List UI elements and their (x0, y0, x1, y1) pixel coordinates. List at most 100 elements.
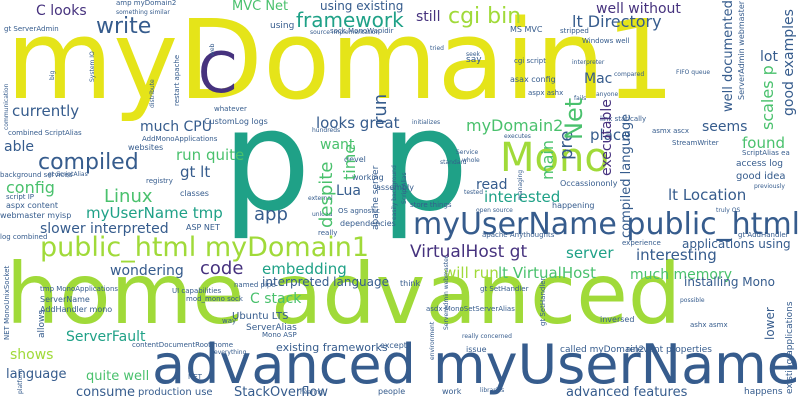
cloud-word: consume (76, 385, 136, 400)
cloud-word: whatever (214, 105, 247, 113)
cloud-word: environment (429, 321, 436, 360)
cloud-word: classes (180, 189, 209, 198)
cloud-word: whole (462, 157, 480, 164)
cloud-word: amp myDomain2 (116, 0, 177, 7)
cloud-word: managing (517, 169, 524, 200)
cloud-word: tried (430, 45, 444, 52)
cloud-word: able (4, 139, 34, 155)
cloud-word: place (590, 126, 631, 144)
cloud-word: Windows well (582, 37, 630, 45)
cloud-word: interpreter (572, 59, 605, 66)
cloud-word: gt AddHandler (738, 231, 789, 239)
cloud-word: interested (484, 188, 561, 206)
cloud-word: hundreds (312, 127, 341, 134)
cloud-word: p (222, 80, 311, 243)
cloud-word: websites (128, 143, 164, 152)
cloud-word: link statically (600, 115, 647, 123)
cloud-word: truly OS (716, 207, 741, 214)
cloud-word: really (318, 229, 338, 237)
cloud-word: store things (410, 201, 452, 209)
cloud-word: home advanced (6, 245, 682, 343)
cloud-word: allows (37, 309, 47, 338)
cloud-word: script IP (6, 193, 35, 201)
cloud-word: anyone (596, 91, 619, 98)
cloud-word: something similar (116, 9, 170, 16)
cloud-word: advanced myUserName (152, 333, 800, 396)
cloud-word: access log (736, 159, 783, 169)
cloud-word: asax config (510, 75, 556, 84)
cloud-word: applications using (682, 237, 791, 251)
cloud-word: initializes (412, 119, 441, 126)
cloud-word: main (538, 140, 557, 180)
cloud-word: still (416, 9, 441, 25)
cloud-word: previously (754, 183, 785, 190)
cloud-word: Lua (336, 183, 362, 199)
cloud-word: asmx ascx (652, 127, 690, 135)
cloud-word: Mono ASP (262, 331, 297, 339)
cloud-word: Ubuntu LTS (232, 311, 289, 322)
cloud-word: ServerAlias (246, 323, 297, 333)
cloud-word: embedding (262, 260, 347, 278)
cloud-word: myDomain1 (6, 0, 676, 124)
cloud-word: except (380, 341, 407, 350)
cloud-word: registry (146, 177, 173, 185)
cloud-word: sock MonoWapidir (330, 27, 394, 35)
cloud-word: inversed (600, 315, 635, 324)
cloud-word: C (198, 41, 238, 106)
cloud-word: StreamWriter (672, 139, 719, 147)
cloud-word: shows (10, 347, 54, 363)
cloud-word: NET (188, 373, 202, 381)
cloud-word: asdx MonoSetServerAlias (426, 305, 515, 313)
cloud-word: devel (344, 155, 366, 164)
cloud-word: seek (466, 51, 480, 58)
cloud-word: issue (466, 345, 487, 354)
cloud-word: external (308, 195, 333, 202)
cloud-word: existing frameworks (276, 341, 388, 354)
cloud-word: lot (760, 49, 778, 65)
cloud-word: apache Anythoughts (482, 231, 555, 239)
cloud-word: Mac (584, 71, 613, 87)
cloud-word: p (380, 80, 469, 243)
cloud-word: StackOverflow (234, 385, 329, 400)
cloud-word: much memory (630, 267, 733, 283)
cloud-word: working (352, 173, 384, 182)
cloud-word: scales p (758, 65, 777, 130)
cloud-word: executable (599, 99, 615, 176)
cloud-word: much CPU (140, 119, 212, 135)
cloud-word: language (6, 367, 67, 382)
cloud-word: lt Location (668, 186, 747, 204)
cloud-word: FIFO queue (676, 69, 711, 76)
cloud-word: dependencies (340, 219, 396, 228)
cloud-word: fails (574, 95, 587, 102)
cloud-word: run (370, 93, 391, 124)
cloud-word: web (209, 43, 216, 56)
cloud-word: unload (312, 211, 333, 218)
cloud-word: myUserName tmp (86, 204, 223, 222)
cloud-word: combined ScriptAlias (8, 129, 82, 137)
cloud-word: called myDomain2 (560, 345, 645, 355)
cloud-word: good examples (781, 9, 797, 116)
cloud-word: MS MVC (510, 25, 543, 34)
cloud-word: AddHandler mono (40, 305, 113, 314)
cloud-word: contentDocumentRoot home (132, 341, 233, 349)
cloud-word: named pipe (234, 281, 276, 289)
cloud-word: found (742, 134, 785, 152)
cloud-word: seems (702, 119, 748, 135)
cloud-word: using existing (320, 0, 404, 13)
cloud-word: work (442, 387, 462, 396)
cloud-word: tested (464, 189, 484, 196)
cloud-word: platform (17, 368, 24, 395)
cloud-word: easily background (391, 165, 398, 220)
cloud-word: app (254, 204, 288, 225)
cloud-word: compiled (38, 150, 139, 175)
cloud-word: despite (316, 161, 337, 228)
cloud-word: everything (214, 349, 247, 356)
cloud-word: way (222, 317, 237, 325)
cloud-word: currently (12, 102, 80, 120)
cloud-word: code (200, 258, 244, 279)
cloud-word: ASP NET (186, 223, 220, 232)
cloud-word: quite well (86, 369, 150, 384)
cloud-word: ashx asmx (690, 321, 728, 329)
cloud-word: possible (680, 297, 705, 304)
